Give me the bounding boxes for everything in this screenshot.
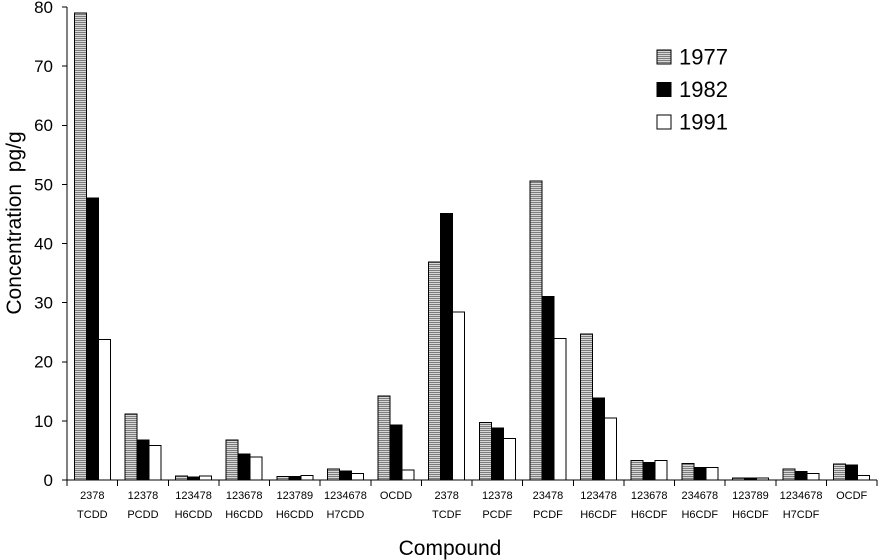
bar-1977 [630,459,644,481]
y-tick-label: 60 [34,116,53,135]
bar-group [73,12,111,481]
bar-group [681,462,719,481]
legend-item-1977: 1977 [656,45,728,70]
bar-1982 [85,197,99,481]
bar-1991 [300,474,314,481]
bar-group [175,475,213,481]
bar-1982 [541,296,555,481]
bar-1982 [136,439,150,481]
x-axis-title: Compound [399,537,502,560]
legend: 1977 1982 1991 [656,45,728,135]
bar-1991 [350,473,364,481]
bar-group [782,468,820,481]
bar-1991 [654,459,668,481]
bar-group [377,395,415,481]
bar-1982 [288,475,302,481]
y-tick-label: 30 [34,294,53,313]
bar-1991 [249,456,263,481]
bar-1991 [148,445,162,481]
legend-label: 1982 [679,77,728,102]
y-axis-title: Concentration pg/g [3,131,26,314]
bar-1991 [806,473,820,481]
bar-1991 [502,438,516,481]
bar-1977 [276,475,290,481]
bar-1991 [199,475,213,481]
bar-group [478,422,516,481]
legend-item-1982: 1982 [656,77,728,102]
bar-1982 [794,471,808,481]
bar-1991 [604,417,618,481]
y-tick-label: 10 [34,412,53,431]
bar-1977 [580,333,594,481]
bar-1977 [782,468,796,481]
legend-swatch [656,114,672,130]
axes [66,7,877,481]
y-tick-label: 70 [34,57,53,76]
bar-1977 [681,462,695,481]
bar-1982 [592,397,606,481]
bar-group [276,474,314,481]
bar-1991 [857,474,871,481]
bar-group [124,413,162,481]
bars [73,12,871,481]
bar-1977 [73,12,87,481]
legend-item-1991: 1991 [656,110,728,135]
bar-group [225,439,263,481]
y-tick-label: 80 [34,0,53,17]
bar-group [580,333,618,481]
y-tick-label: 0 [44,471,53,490]
bar-1977 [225,439,239,481]
bar-1982 [490,427,504,481]
y-tick-label: 40 [34,234,53,253]
y-tick-label: 50 [34,175,53,194]
bar-group [529,180,567,481]
bar-1991 [553,338,567,481]
bar-1982 [845,464,859,481]
bar-1982 [642,461,656,481]
bar-1982 [237,453,251,481]
bar-1977 [478,422,492,481]
legend-swatch [656,49,672,65]
bar-1991 [705,467,719,481]
bar-group [428,212,466,481]
bar-1977 [833,463,847,481]
bar-1977 [377,395,391,481]
bar-1991 [401,469,415,481]
bar-group [630,459,668,481]
bar-1977 [428,261,442,481]
x-axis-ticks [66,480,878,486]
legend-label: 1977 [679,45,728,70]
bar-1991 [97,338,111,481]
bar-1982 [338,470,352,481]
legend-swatch [656,82,672,97]
bar-1982 [389,424,403,481]
y-tick-label: 20 [34,353,53,372]
bar-1977 [175,475,189,481]
y-axis-ticks: 0 10 20 30 40 50 60 70 80 [34,0,67,490]
bar-1977 [529,180,543,481]
bar-1977 [124,413,138,481]
bar-group [833,463,871,481]
bar-1982 [693,467,707,481]
bar-1991 [452,311,466,481]
bar-1982 [440,212,454,481]
bar-group [326,468,364,481]
legend-label: 1991 [679,110,728,135]
bar-1977 [326,468,340,481]
